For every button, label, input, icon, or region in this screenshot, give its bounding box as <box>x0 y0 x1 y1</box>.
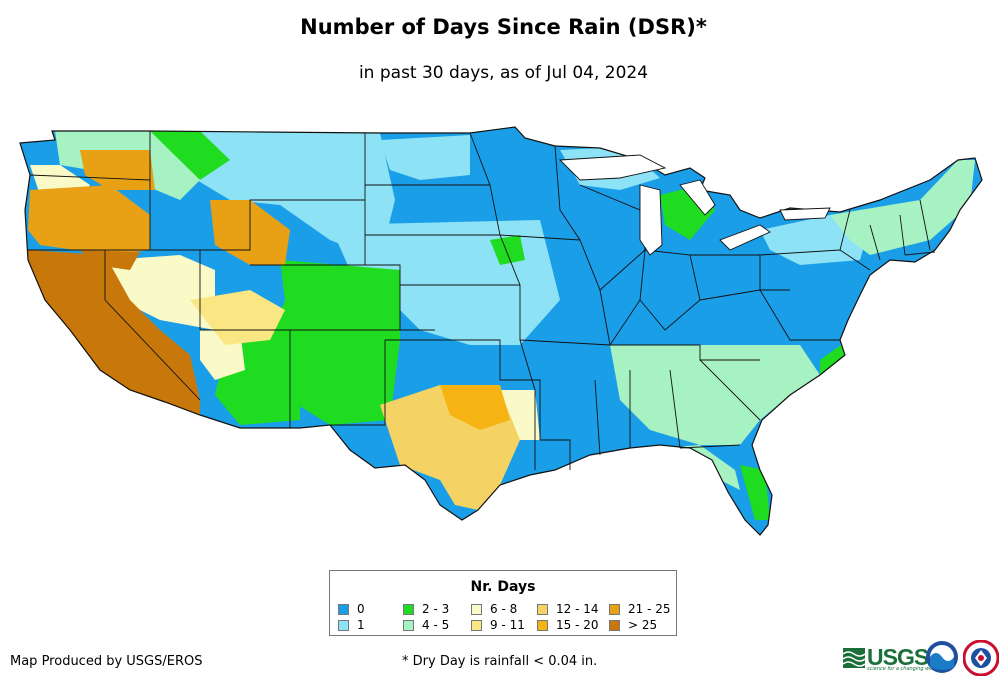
state-borders <box>28 131 936 470</box>
map-subtitle: in past 30 days, as of Jul 04, 2024 <box>358 63 649 83</box>
legend-label: 4 - 5 <box>422 618 450 632</box>
usgs-tagline: science for a changing world <box>867 666 939 672</box>
map-title: Number of Days Since Rain (DSR)* <box>300 15 707 39</box>
legend-swatch <box>338 603 349 615</box>
legend-label: 0 <box>357 602 365 616</box>
legend-item: 6 - 8 <box>471 602 517 616</box>
usgs-logo: USGS <box>842 644 929 671</box>
us-outline <box>19 126 983 536</box>
footnote-text: * Dry Day is rainfall < 0.04 in. <box>402 654 598 669</box>
legend-item: 21 - 25 <box>609 602 671 616</box>
nws-logo-icon <box>963 640 999 676</box>
legend-swatch <box>403 603 414 615</box>
legend-label: > 25 <box>628 618 658 632</box>
legend-title: Nr. Days <box>470 579 536 595</box>
great-lakes <box>558 154 831 256</box>
legend-swatch <box>471 619 482 631</box>
usgs-wave-icon <box>842 647 866 668</box>
usgs-wordmark: USGS <box>867 644 929 670</box>
legend-label: 12 - 14 <box>556 602 599 616</box>
legend-label: 1 <box>357 618 365 632</box>
legend-item: 15 - 20 <box>537 618 599 632</box>
legend-label: 6 - 8 <box>490 602 518 616</box>
legend: Nr. Days 0 1 2 - 3 4 - 5 6 - 8 9 - 11 12 - 14 1… <box>329 570 677 636</box>
legend-swatch <box>471 603 482 615</box>
legend-item: 1 <box>338 618 365 632</box>
legend-label: 15 - 20 <box>556 618 599 632</box>
credit-text: Map Produced by USGS/EROS <box>10 654 203 669</box>
legend-swatch <box>537 603 548 615</box>
legend-item: 9 - 11 <box>471 618 525 632</box>
legend-item: 12 - 14 <box>537 602 599 616</box>
legend-swatch <box>609 619 620 631</box>
agency-logos: USGS science for a changing world <box>842 640 1003 680</box>
legend-item: 2 - 3 <box>403 602 449 616</box>
legend-label: 2 - 3 <box>422 602 450 616</box>
us-dsr-map <box>19 126 983 536</box>
legend-swatch <box>403 619 414 631</box>
legend-item: > 25 <box>609 618 657 632</box>
legend-item: 0 <box>338 602 365 616</box>
legend-swatch <box>537 619 548 631</box>
noaa-logo-icon <box>926 641 958 673</box>
legend-label: 21 - 25 <box>628 602 671 616</box>
legend-item: 4 - 5 <box>403 618 449 632</box>
legend-label: 9 - 11 <box>490 618 525 632</box>
legend-swatch <box>609 603 620 615</box>
legend-swatch <box>338 619 349 631</box>
